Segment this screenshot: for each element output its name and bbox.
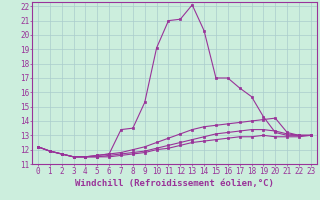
- X-axis label: Windchill (Refroidissement éolien,°C): Windchill (Refroidissement éolien,°C): [75, 179, 274, 188]
